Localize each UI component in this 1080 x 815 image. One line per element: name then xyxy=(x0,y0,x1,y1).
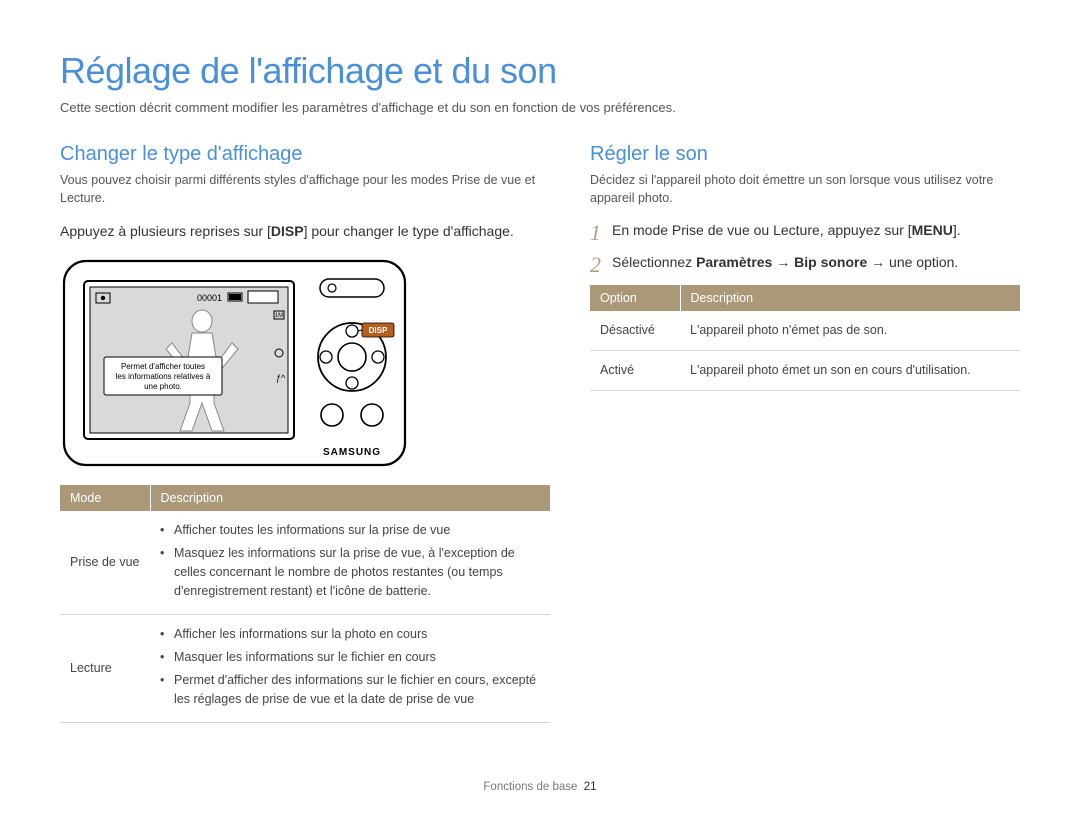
list-item: Afficher les informations sur la photo e… xyxy=(160,625,540,644)
camera-svg: 00001 1M ƒ^ Permet d'afficher toutes les… xyxy=(62,253,407,473)
display-instruction: Appuyez à plusieurs reprises sur [DISP] … xyxy=(60,221,550,241)
counter-text: 00001 xyxy=(197,293,222,303)
table-header-desc: Description xyxy=(680,285,1020,311)
step2-bold1: Paramètres xyxy=(696,254,772,270)
table-row: Prise de vue Afficher toutes les informa… xyxy=(60,511,550,615)
page-title: Réglage de l'affichage et du son xyxy=(60,50,1020,92)
disp-key: DISP xyxy=(271,223,304,239)
list-item: Masquer les informations sur le fichier … xyxy=(160,648,540,667)
step1-pre: En mode Prise de vue ou Lecture, appuyez… xyxy=(612,222,912,238)
section-title-display: Changer le type d'affichage xyxy=(60,143,550,166)
step-number: 1 xyxy=(590,221,612,245)
table-header-option: Option xyxy=(590,285,680,311)
list-item: Masquez les informations sur la prise de… xyxy=(160,544,540,600)
mode-cell: Lecture xyxy=(60,615,150,723)
step2-bold2: Bip sonore xyxy=(794,254,867,270)
step-number: 2 xyxy=(590,253,612,277)
screen-text-l2: les informations relatives à xyxy=(116,372,211,381)
camera-illustration: 00001 1M ƒ^ Permet d'afficher toutes les… xyxy=(62,253,407,473)
section-intro-display: Vous pouvez choisir parmi différents sty… xyxy=(60,172,550,207)
option-cell: Désactivé xyxy=(590,311,680,350)
left-column: Changer le type d'affichage Vous pouvez … xyxy=(60,143,550,723)
screen-text-l1: Permet d'afficher toutes xyxy=(121,362,205,371)
table-row: Désactivé L'appareil photo n'émet pas de… xyxy=(590,311,1020,350)
step-row: 2 Sélectionnez Paramètres → Bip sonore →… xyxy=(590,253,1020,277)
svg-text:ƒ^: ƒ^ xyxy=(276,373,286,383)
sound-option-table: Option Description Désactivé L'appareil … xyxy=(590,285,1020,391)
section-title-sound: Régler le son xyxy=(590,143,1020,166)
mode-cell: Prise de vue xyxy=(60,511,150,615)
step2-pre: Sélectionnez xyxy=(612,254,696,270)
instruction-post: ] pour changer le type d'affichage. xyxy=(304,223,514,239)
table-header-desc: Description xyxy=(150,485,550,511)
page-number: 21 xyxy=(584,781,597,793)
section-intro-sound: Décidez si l'appareil photo doit émettre… xyxy=(590,172,1020,207)
svg-text:1M: 1M xyxy=(275,313,283,319)
content-columns: Changer le type d'affichage Vous pouvez … xyxy=(60,143,1020,723)
list-item: Permet d'afficher des informations sur l… xyxy=(160,671,540,709)
table-header-mode: Mode xyxy=(60,485,150,511)
instruction-pre: Appuyez à plusieurs reprises sur [ xyxy=(60,223,271,239)
menu-key: MENU xyxy=(912,222,953,238)
table-row: Activé L'appareil photo émet un son en c… xyxy=(590,351,1020,391)
display-mode-table: Mode Description Prise de vue Afficher t… xyxy=(60,485,550,723)
option-cell: Activé xyxy=(590,351,680,391)
step1-post: ]. xyxy=(953,222,961,238)
desc-cell: Afficher toutes les informations sur la … xyxy=(150,511,550,615)
step-row: 1 En mode Prise de vue ou Lecture, appuy… xyxy=(590,221,1020,245)
page-subtitle: Cette section décrit comment modifier le… xyxy=(60,100,1020,115)
desc-cell: L'appareil photo n'émet pas de son. xyxy=(680,311,1020,350)
step-text: Sélectionnez Paramètres → Bip sonore → u… xyxy=(612,253,1020,273)
desc-cell: L'appareil photo émet un son en cours d'… xyxy=(680,351,1020,391)
step2-mid1: → xyxy=(772,254,794,270)
list-item: Afficher toutes les informations sur la … xyxy=(160,521,540,540)
page-footer: Fonctions de base 21 xyxy=(0,781,1080,793)
brand-text: SAMSUNG xyxy=(323,447,381,458)
footer-label: Fonctions de base xyxy=(483,781,577,793)
step2-mid2: → une option. xyxy=(867,254,958,270)
disp-callout: DISP xyxy=(369,326,388,335)
desc-cell: Afficher les informations sur la photo e… xyxy=(150,615,550,723)
table-row: Lecture Afficher les informations sur la… xyxy=(60,615,550,723)
screen-text-l3: une photo. xyxy=(144,382,182,391)
right-column: Régler le son Décidez si l'appareil phot… xyxy=(590,143,1020,723)
step-text: En mode Prise de vue ou Lecture, appuyez… xyxy=(612,221,1020,241)
